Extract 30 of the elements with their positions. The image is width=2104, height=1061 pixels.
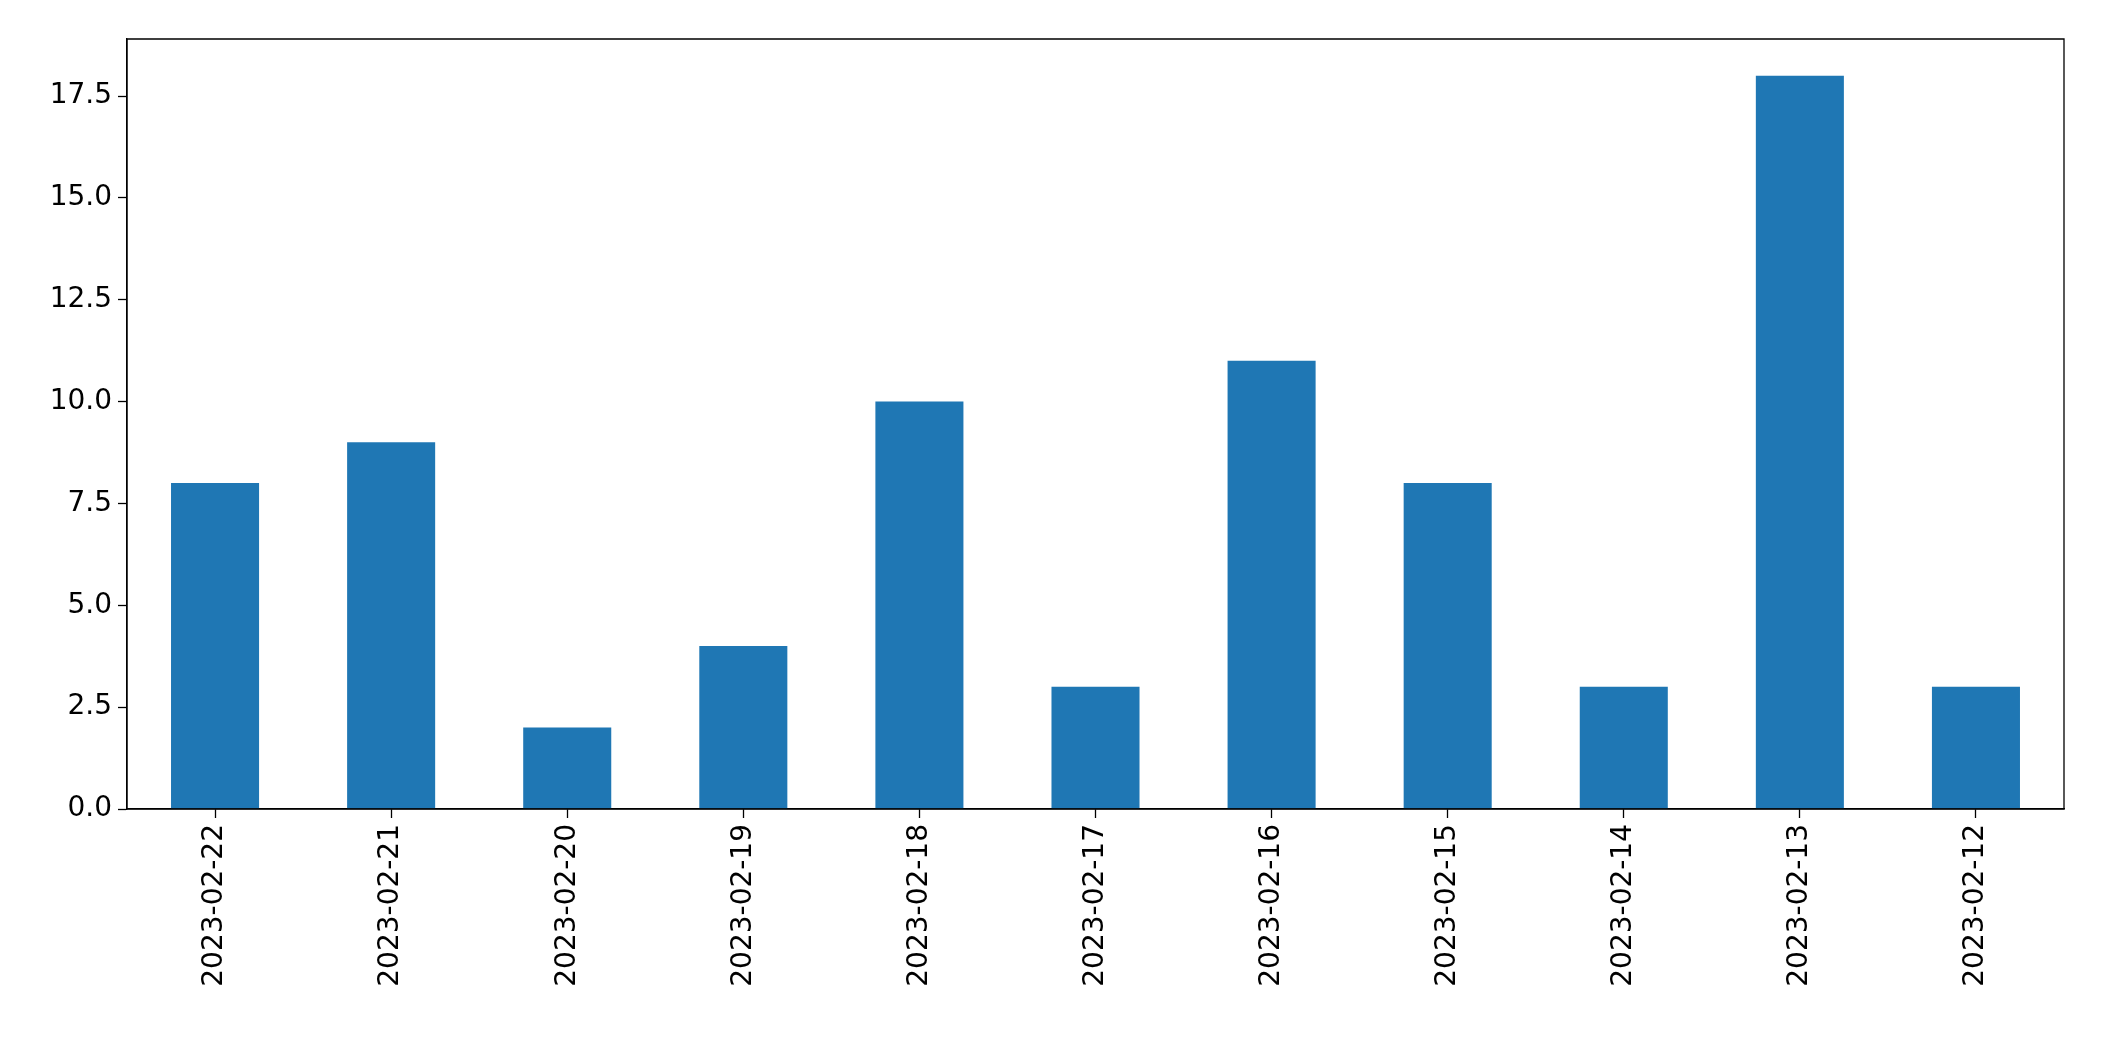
y-tick-label: 2.5 — [67, 688, 112, 722]
x-tick-label: 2023-02-22 — [196, 824, 230, 987]
bar — [1051, 686, 1140, 809]
y-tick-label: 7.5 — [67, 484, 112, 518]
x-tick-label: 2023-02-14 — [1605, 824, 1639, 987]
y-tick-label: 0.0 — [67, 790, 112, 824]
x-tick-label: 2023-02-19 — [724, 824, 758, 987]
bar — [1403, 483, 1492, 809]
y-tick-label: 15.0 — [49, 179, 112, 213]
bar — [699, 646, 788, 809]
bar — [1931, 686, 2020, 809]
bar — [1579, 686, 1668, 809]
x-tick-label: 2023-02-17 — [1076, 824, 1110, 987]
y-tick-label: 5.0 — [67, 586, 112, 620]
x-tick-label: 2023-02-18 — [900, 824, 934, 987]
y-tick-label: 17.5 — [49, 77, 112, 111]
x-tick-label: 2023-02-13 — [1781, 824, 1815, 987]
bar — [1227, 360, 1316, 809]
x-tick-label: 2023-02-16 — [1252, 824, 1286, 987]
y-tick-label: 12.5 — [49, 281, 112, 315]
bar — [347, 442, 436, 809]
bar — [1755, 75, 1844, 809]
bar — [875, 401, 964, 809]
x-tick-label: 2023-02-21 — [372, 824, 406, 987]
x-tick-label: 2023-02-12 — [1957, 824, 1991, 987]
x-tick-label: 2023-02-15 — [1428, 824, 1462, 987]
y-tick-label: 10.0 — [49, 382, 112, 416]
x-tick-label: 2023-02-20 — [548, 824, 582, 987]
bar — [171, 483, 260, 809]
bar — [523, 727, 612, 809]
